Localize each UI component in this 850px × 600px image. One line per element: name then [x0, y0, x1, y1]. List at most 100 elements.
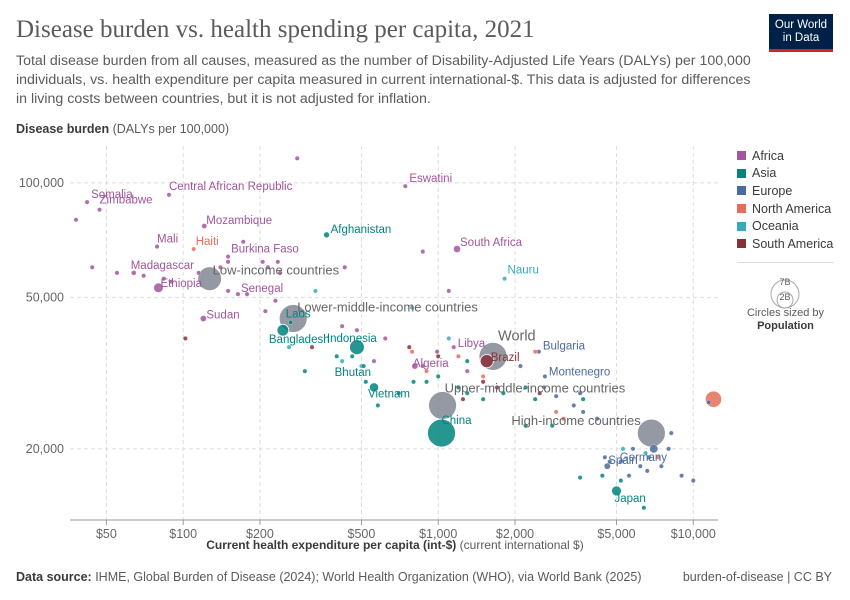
data-point[interactable] [263, 308, 268, 314]
data-point-ethiopia[interactable] [153, 282, 164, 294]
data-point[interactable] [141, 273, 147, 279]
data-point[interactable] [435, 353, 441, 359]
data-point[interactable] [161, 276, 167, 282]
data-point[interactable] [89, 264, 95, 270]
data-point-china[interactable] [427, 418, 456, 448]
data-point[interactable] [339, 323, 345, 329]
owid-logo[interactable]: Our World in Data [769, 14, 833, 52]
data-point[interactable] [424, 368, 429, 374]
data-point[interactable] [577, 475, 583, 480]
data-point[interactable] [218, 264, 223, 270]
data-point[interactable] [420, 363, 426, 369]
data-point[interactable] [626, 473, 632, 479]
data-point-low-income-countries[interactable] [197, 266, 222, 291]
data-point[interactable] [342, 264, 348, 270]
data-point[interactable] [371, 358, 377, 364]
data-point-senegal[interactable] [235, 291, 241, 297]
data-point[interactable] [690, 478, 696, 483]
data-point[interactable] [518, 363, 523, 369]
data-point[interactable] [196, 270, 201, 276]
data-point[interactable] [244, 291, 250, 297]
data-point[interactable] [480, 396, 486, 402]
data-point[interactable] [537, 390, 543, 396]
data-point[interactable] [411, 379, 416, 385]
data-point[interactable] [286, 344, 292, 350]
data-point-libya[interactable] [451, 344, 457, 350]
data-point-afghanistan[interactable] [323, 231, 330, 238]
data-point[interactable] [607, 459, 612, 465]
data-point[interactable] [620, 446, 626, 452]
data-point[interactable] [424, 379, 429, 385]
data-point[interactable] [363, 379, 369, 385]
data-point-spain[interactable] [604, 462, 611, 470]
data-point[interactable] [706, 399, 712, 405]
data-point[interactable] [553, 393, 559, 399]
data-point[interactable] [637, 463, 643, 469]
data-point[interactable] [183, 336, 188, 341]
data-point-bangladesh[interactable] [276, 323, 290, 337]
data-point[interactable] [494, 385, 500, 390]
data-point[interactable] [656, 454, 661, 460]
data-point[interactable] [594, 416, 600, 422]
data-point[interactable] [420, 249, 426, 254]
data-point-eswatini[interactable] [402, 183, 408, 189]
data-point[interactable] [334, 353, 340, 359]
data-point[interactable] [602, 454, 608, 460]
data-point[interactable] [456, 385, 461, 390]
data-point[interactable] [446, 288, 452, 294]
footer-license[interactable]: burden-of-disease | CC BY [682, 570, 832, 584]
data-point[interactable] [265, 264, 271, 270]
data-point[interactable] [704, 390, 723, 408]
data-point-high-income-countries[interactable] [636, 418, 666, 448]
data-point-mozambique[interactable] [201, 223, 207, 229]
data-point[interactable] [643, 450, 648, 456]
data-point[interactable] [659, 463, 664, 469]
data-point-germany[interactable] [649, 444, 659, 454]
data-point[interactable] [618, 478, 624, 483]
data-point[interactable] [277, 270, 283, 276]
data-point[interactable] [349, 353, 355, 359]
data-point-zimbabwe[interactable] [97, 207, 102, 213]
data-point[interactable] [532, 349, 538, 355]
data-point[interactable] [553, 409, 559, 415]
data-point[interactable] [549, 423, 555, 429]
data-point-algeria[interactable] [411, 362, 419, 370]
data-point[interactable] [354, 327, 360, 333]
data-point[interactable] [260, 259, 266, 265]
data-point-brazil[interactable] [479, 354, 494, 369]
data-point[interactable] [460, 396, 466, 402]
data-point-vietnam[interactable] [369, 382, 379, 393]
data-point[interactable] [618, 459, 624, 465]
data-point[interactable] [73, 217, 79, 223]
data-point[interactable] [339, 358, 345, 364]
data-point-montenegro[interactable] [542, 374, 548, 379]
data-point[interactable] [409, 349, 415, 355]
data-point[interactable] [275, 259, 281, 265]
data-point-sudan[interactable] [200, 315, 207, 322]
data-point[interactable] [456, 353, 461, 359]
data-point[interactable] [679, 473, 684, 479]
legend-item-south-america[interactable]: South America [737, 235, 833, 253]
data-point[interactable] [273, 298, 278, 304]
data-point[interactable] [464, 368, 470, 374]
data-point[interactable] [577, 390, 583, 396]
data-point-south-africa[interactable] [453, 245, 461, 253]
data-point-central-african-republic[interactable] [166, 192, 172, 198]
data-point[interactable] [435, 374, 441, 379]
data-point[interactable] [313, 288, 318, 294]
data-point[interactable] [396, 390, 402, 396]
data-point[interactable] [630, 446, 636, 452]
data-point[interactable] [294, 155, 300, 161]
data-point[interactable] [580, 409, 586, 415]
data-point[interactable] [309, 344, 315, 350]
data-point[interactable] [646, 454, 652, 460]
data-point[interactable] [302, 368, 308, 374]
data-point[interactable] [114, 270, 120, 276]
data-point[interactable] [240, 239, 246, 245]
data-point[interactable] [446, 336, 452, 341]
data-point-bhutan[interactable] [361, 363, 366, 369]
data-point[interactable] [580, 396, 586, 402]
data-point[interactable] [668, 430, 674, 436]
data-point[interactable] [641, 505, 647, 511]
data-point[interactable] [169, 279, 174, 285]
